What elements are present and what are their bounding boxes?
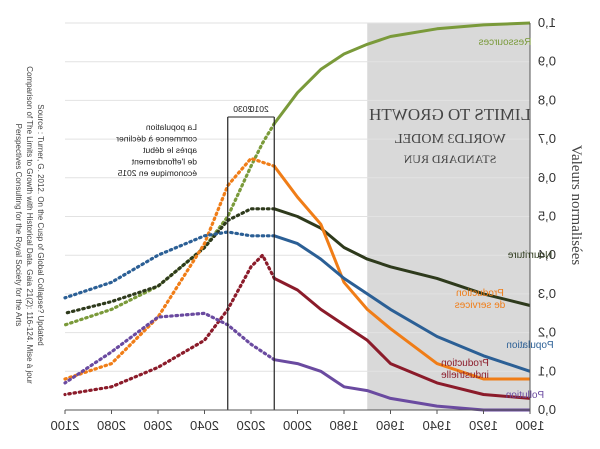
y-tick-label: 0,3 <box>538 286 556 301</box>
marker-label-2010: 2010 <box>250 104 269 114</box>
label-production-industrielle: Production <box>441 358 489 369</box>
y-tick-labels: 0,0 0,1 0,2 0,3 0,4 0,5 0,6 0,7 0,8 0,9 1,0 <box>538 15 556 417</box>
series-production-industrielle-projection <box>63 252 276 397</box>
y-tick-label: 0,9 <box>538 54 556 69</box>
series-layer <box>63 21 531 412</box>
x-tick-label: 2100 <box>51 418 80 433</box>
y-tick-label: 0,5 <box>538 209 556 224</box>
series-population-historical <box>273 234 531 373</box>
label-population: Population <box>506 340 553 351</box>
x-tick-label: 1900 <box>516 418 545 433</box>
annotation-line: commence à décliner <box>116 134 197 144</box>
annotation-line: après le début <box>142 145 197 155</box>
x-tick-label: 1980 <box>330 418 359 433</box>
x-tick-label: 2060 <box>144 418 173 433</box>
y-tick-label: 0,6 <box>538 170 556 185</box>
y-tick-label: 1,0 <box>538 15 556 30</box>
series-nourriture-projection <box>63 207 276 315</box>
x-tick-label: 1920 <box>469 418 498 433</box>
x-tick-labels: 1900 1920 1940 1960 1980 2000 2020 2040 2060 2080… <box>51 410 545 433</box>
y-tick-label: 0,8 <box>538 92 556 107</box>
series-nourriture-historical <box>273 207 531 307</box>
label-pollution: Pollution <box>506 390 544 401</box>
y-gridlines <box>65 22 530 372</box>
x-tick-label: 2020 <box>237 418 266 433</box>
label-ressources: Ressources <box>479 37 532 48</box>
source-note: Source : Turner, G. 2012. On the Cusp of… <box>14 66 45 384</box>
label-nourriture: Nourriture <box>507 250 552 261</box>
marker-label-2030: 2030 <box>233 104 252 114</box>
y-tick-label: 0,0 <box>538 402 556 417</box>
series-pollution-projection <box>63 311 276 385</box>
series-population-projection <box>63 230 276 300</box>
y-tick-label: 0,7 <box>538 131 556 146</box>
x-tick-label: 1940 <box>423 418 452 433</box>
annotation-line: économique en 2015 <box>117 168 197 178</box>
y-tick-label: 0,4 <box>538 247 556 262</box>
x-tick-label: 2080 <box>97 418 126 433</box>
series-production-de-services-projection <box>63 156 276 381</box>
x-tick-label: 2000 <box>283 418 312 433</box>
title-line: WORLD3 MODEL <box>394 132 506 147</box>
chart-title: LIMITS TO GROWTH WORLD3 MODEL STANDARD RUN <box>369 105 531 166</box>
series-production-de-services-historical <box>273 165 530 381</box>
source-line: Perspectives Consulting for the Royal So… <box>14 124 23 327</box>
series-production-industrielle-historical <box>273 277 531 400</box>
source-line: Source : Turner, G. 2012. On the Cusp of… <box>36 104 45 345</box>
label-production-industrielle: industrielle <box>441 370 489 381</box>
title-line: LIMITS TO GROWTH <box>369 105 531 124</box>
series-ressources-historical <box>273 21 531 125</box>
x-tick-label: 2040 <box>190 418 219 433</box>
annotation-line: La population <box>146 122 197 132</box>
title-line: STANDARD RUN <box>403 152 496 166</box>
y-tick-label: 0,1 <box>538 363 556 378</box>
y-tick-label: 0,2 <box>538 325 556 340</box>
label-production-de-services: de services <box>455 300 506 311</box>
y-axis-label: Valeurs normalisées <box>568 145 584 266</box>
x-tick-label: 1960 <box>376 418 405 433</box>
annotation-line: de l'effondrement <box>131 157 197 167</box>
label-production-de-services: Production <box>456 288 504 299</box>
source-line: Comparison of The Limits to Growth with … <box>25 66 34 384</box>
series-pollution-historical <box>274 358 530 412</box>
